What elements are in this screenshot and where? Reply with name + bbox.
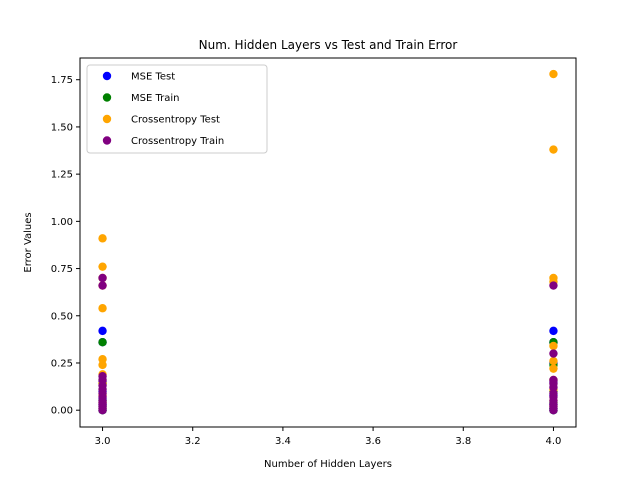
data-point [98,326,107,336]
data-point [549,356,558,366]
legend-label: MSE Test [131,72,175,83]
data-point [549,341,558,351]
data-point [98,273,107,283]
data-point [98,304,107,313]
legend-box [86,64,268,154]
y-tick-label: 0.75 [51,264,73,275]
x-tick-label: 4.0 [546,436,562,447]
data-point [98,262,107,271]
data-point [549,405,558,415]
x-tick-label: 3.6 [365,436,381,447]
data-point [549,349,558,358]
y-tick-label: 0.50 [51,311,73,322]
data-point [98,234,107,243]
legend-marker [102,114,112,124]
x-axis-ticks: 3.0 3.2 3.4 3.6 3.8 4.0 [95,427,562,447]
legend-marker [102,93,112,102]
x-tick-label: 3.0 [95,436,111,447]
x-axis-label: Number of Hidden Layers [264,459,392,470]
data-point [98,405,107,415]
legend-label: Crossentropy Train [131,136,224,147]
y-tick-label: 0.00 [51,406,73,417]
data-point [549,364,558,373]
legend-label: Crossentropy Test [131,115,220,126]
data-point [549,69,558,79]
data-point [98,281,107,290]
legend: MSE Test MSE Train Crossentropy Test Crosse… [86,64,268,154]
y-tick-label: 0.25 [51,358,73,369]
data-point [549,281,558,290]
data-point [549,326,558,336]
x-tick-label: 3.2 [185,436,201,447]
y-tick-label: 1.75 [51,75,73,86]
legend-marker [102,136,112,145]
points-layer [98,69,558,415]
x-tick-label: 3.8 [455,436,471,447]
chart-title: Num. Hidden Layers vs Test and Train Err… [199,38,458,52]
legend-label: MSE Train [131,93,179,104]
y-tick-label: 1.50 [51,122,73,133]
data-point [98,338,107,347]
y-axis-ticks: 0.00 0.25 0.50 0.75 1.00 1.25 1.50 1.75 [51,75,80,417]
plot-frame [79,57,577,428]
series-crossentropy-train [98,273,558,415]
y-tick-label: 1.00 [51,217,73,228]
data-point [549,145,558,154]
y-tick-label: 1.25 [51,170,73,181]
data-point [98,360,107,370]
x-tick-label: 3.4 [275,436,291,447]
legend-marker [102,71,112,81]
y-axis-label: Error Values [23,212,34,272]
